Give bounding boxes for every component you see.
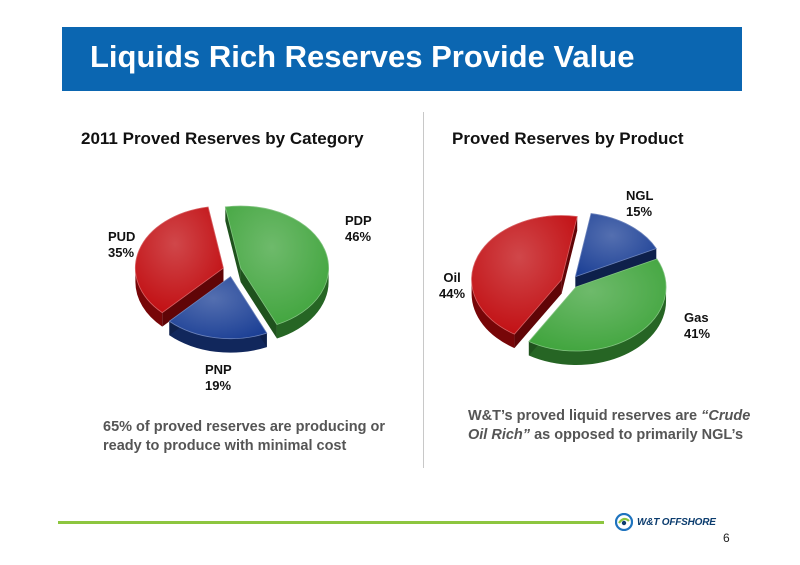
right-caption-after: as opposed to primarily NGL’s: [530, 427, 744, 443]
footer-line: [58, 521, 604, 524]
left-chart-title: 2011 Proved Reserves by Category: [81, 129, 364, 148]
pie-slice-top: [471, 215, 578, 335]
ngl-value: 15%: [626, 204, 653, 219]
pnp-name: PNP: [205, 362, 232, 377]
pie-slice-edge: [225, 206, 241, 283]
pie-slice-oil: [471, 215, 578, 349]
ngl-name: NGL: [626, 188, 654, 203]
pud-name: PUD: [108, 229, 136, 244]
pie-slice-pdp: [224, 205, 329, 339]
company-logo: W&T OFFSHORE: [615, 513, 716, 531]
pie-slice-pud: [134, 206, 224, 327]
logo-text: W&T OFFSHORE: [637, 516, 716, 528]
title-bar: Liquids Rich Reserves Provide Value: [62, 27, 742, 91]
right-caption-before: W&T’s proved liquid reserves are: [468, 408, 702, 424]
right-chart-title: Proved Reserves by Product: [452, 129, 684, 148]
ngl-label: NGL 15%: [626, 188, 653, 220]
pie-slice-top: [224, 205, 329, 325]
pie-slice-wall: [528, 287, 667, 366]
pud-label: PUD 35%: [108, 229, 135, 261]
pnp-label: PNP 19%: [205, 362, 232, 394]
pie-slice-edge: [240, 268, 277, 339]
pie-slice-edge: [162, 268, 224, 327]
pie-slice-wall: [471, 279, 515, 349]
pnp-value: 19%: [205, 378, 232, 393]
slide-title: Liquids Rich Reserves Provide Value: [90, 39, 635, 74]
pie-slice-top: [574, 213, 657, 278]
pie-slice-gas: [528, 258, 667, 366]
pie-slice-top: [134, 206, 224, 314]
pdp-value: 46%: [345, 229, 372, 244]
oil-name: Oil: [443, 270, 461, 285]
pie-slice-wall: [169, 321, 267, 353]
pie-slice-pnp: [168, 276, 268, 353]
pie-slice-wall: [276, 268, 329, 339]
oil-value: 44%: [439, 286, 466, 301]
gas-name: Gas: [684, 310, 709, 325]
pie-slice-top: [168, 276, 268, 340]
gas-label: Gas 41%: [684, 310, 710, 342]
right-caption-emphasis: “Crude Oil Rich”: [468, 408, 751, 443]
pdp-label: PDP 46%: [345, 213, 372, 245]
right-caption: W&T’s proved liquid reserves are “Crude …: [468, 407, 768, 445]
pie-slice-wall: [135, 268, 163, 327]
left-caption: 65% of proved reserves are producing or …: [103, 419, 386, 454]
pie-slice-top: [528, 258, 667, 352]
vertical-divider: [423, 112, 424, 468]
oil-label: Oil 44%: [439, 270, 465, 302]
logo-swirl-icon: [615, 513, 633, 531]
page-number: 6: [723, 531, 730, 545]
pie-slice-edge: [561, 216, 578, 294]
gas-value: 41%: [684, 326, 711, 341]
pud-value: 35%: [108, 245, 135, 260]
pdp-name: PDP: [345, 213, 372, 228]
pie-slice-edge: [514, 279, 562, 349]
